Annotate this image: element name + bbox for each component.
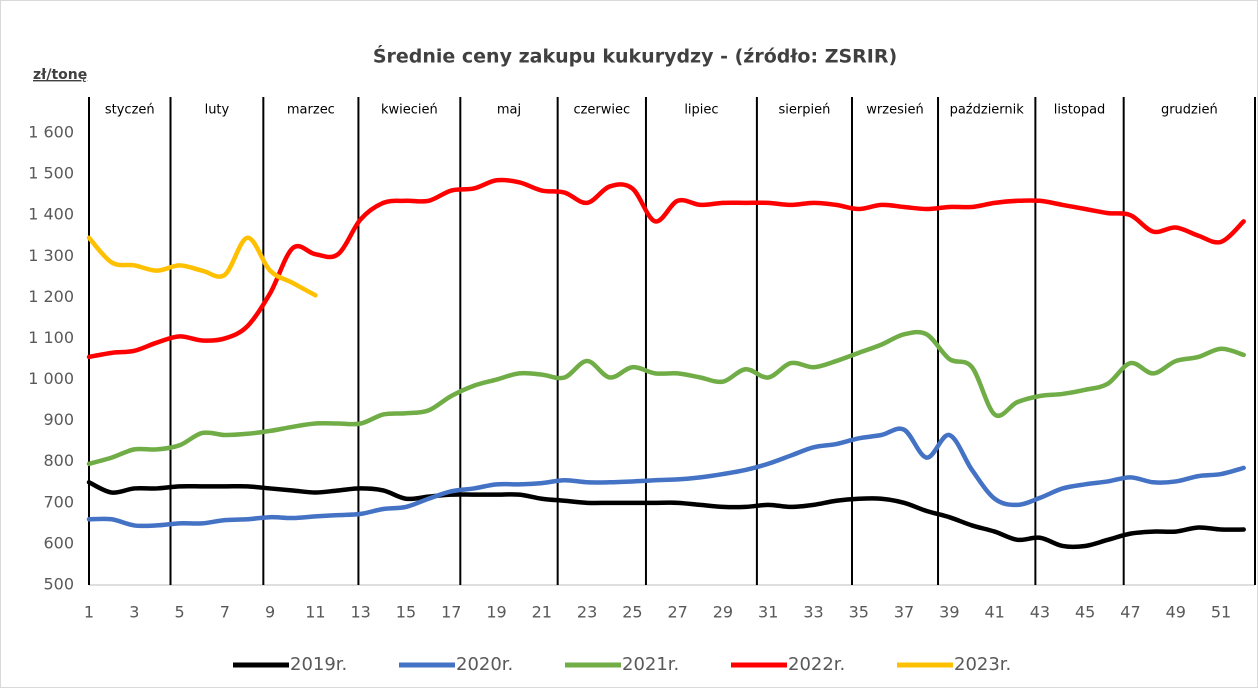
month-label: lipiec xyxy=(684,103,718,118)
x-tick-label: 33 xyxy=(803,603,823,622)
y-tick-label: 600 xyxy=(43,533,74,552)
x-tick-label: 47 xyxy=(1120,603,1140,622)
chart-title: Średnie ceny zakupu kukurydzy - (źródło:… xyxy=(373,44,897,68)
series-line xyxy=(86,177,1246,360)
x-tick-label: 25 xyxy=(622,603,642,622)
legend-label: 2021r. xyxy=(622,654,679,675)
y-tick-label: 700 xyxy=(43,492,74,511)
month-label: luty xyxy=(205,103,230,118)
month-label: kwiecień xyxy=(381,103,438,118)
month-label: październik xyxy=(950,103,1025,118)
y-tick-label: 1 400 xyxy=(28,205,74,224)
x-tick-label: 5 xyxy=(174,603,184,622)
x-tick-label: 7 xyxy=(220,603,230,622)
x-tick-label: 49 xyxy=(1166,603,1186,622)
x-tick-label: 41 xyxy=(984,603,1004,622)
x-tick-label: 1 xyxy=(84,603,94,622)
x-tick-label: 15 xyxy=(396,603,416,622)
x-tick-label: 39 xyxy=(939,603,959,622)
x-tick-label: 13 xyxy=(351,603,371,622)
series-line xyxy=(86,329,1246,467)
series-line xyxy=(86,480,1246,550)
series-line xyxy=(86,235,318,298)
x-tick-label: 29 xyxy=(713,603,733,622)
y-tick-label: 1 500 xyxy=(28,164,74,183)
month-label: wrzesień xyxy=(866,103,923,118)
x-tick-label: 11 xyxy=(305,603,325,622)
month-label: styczeń xyxy=(105,103,155,118)
y-axis-label: zł/tonę xyxy=(33,67,87,83)
month-label: sierpień xyxy=(779,103,831,118)
x-tick-label: 3 xyxy=(129,603,139,622)
y-tick-label: 1 100 xyxy=(28,328,74,347)
y-tick-label: 1 300 xyxy=(28,246,74,265)
x-tick-label: 43 xyxy=(1030,603,1050,622)
x-tick-label: 21 xyxy=(532,603,552,622)
x-tick-label: 19 xyxy=(486,603,506,622)
month-label: listopad xyxy=(1054,103,1106,118)
legend-label: 2020r. xyxy=(456,654,513,675)
x-tick-label: 51 xyxy=(1211,603,1231,622)
y-tick-label: 1 200 xyxy=(28,287,74,306)
legend-label: 2023r. xyxy=(954,654,1011,675)
legend-label: 2019r. xyxy=(290,654,347,675)
x-tick-label: 31 xyxy=(758,603,778,622)
month-label: czerwiec xyxy=(573,103,630,118)
x-tick-label: 27 xyxy=(667,603,687,622)
y-tick-label: 1 000 xyxy=(28,369,74,388)
y-tick-label: 900 xyxy=(43,410,74,429)
y-tick-label: 800 xyxy=(43,451,74,470)
series-line xyxy=(86,426,1246,529)
x-tick-label: 17 xyxy=(441,603,461,622)
x-tick-label: 9 xyxy=(265,603,275,622)
x-tick-label: 37 xyxy=(894,603,914,622)
month-label: grudzień xyxy=(1161,103,1218,118)
month-label: maj xyxy=(497,103,521,118)
legend-label: 2022r. xyxy=(788,654,845,675)
y-tick-label: 1 600 xyxy=(28,123,74,142)
y-tick-label: 500 xyxy=(43,575,74,594)
x-tick-label: 45 xyxy=(1075,603,1095,622)
x-tick-label: 23 xyxy=(577,603,597,622)
month-label: marzec xyxy=(287,103,335,118)
x-tick-label: 35 xyxy=(849,603,869,622)
